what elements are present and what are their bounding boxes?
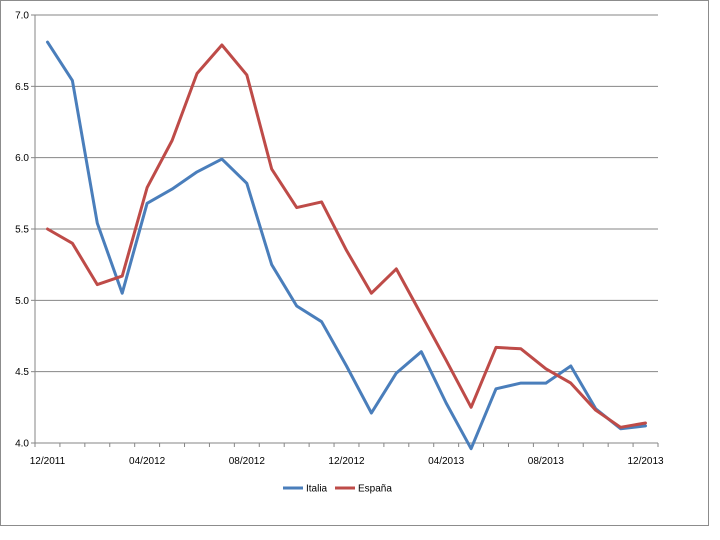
- series-line-italia: [46, 40, 647, 451]
- x-tick-label-04-2012: 04/2012: [129, 456, 166, 467]
- legend-label-espana: España: [358, 484, 392, 495]
- x-tick-label-04-2013: 04/2013: [428, 456, 465, 467]
- y-tick-label-5.0: 5.0: [15, 296, 29, 307]
- x-axis-ticks: 12/2011 04/2012 08/2012 12/2012 04/2013 08/20…: [30, 443, 664, 467]
- y-tick-label-4.5: 4.5: [15, 367, 29, 378]
- series-line-espana: [46, 43, 647, 429]
- y-tick-label-4.0: 4.0: [15, 439, 29, 450]
- legend: Italia España: [283, 484, 392, 495]
- x-tick-label-12-2012: 12/2012: [328, 456, 365, 467]
- y-tick-label-6.0: 6.0: [15, 153, 29, 164]
- series-lines: [46, 40, 647, 451]
- x-tick-label-12-2011: 12/2011: [30, 456, 66, 467]
- x-tick-label-08-2013: 08/2013: [528, 456, 565, 467]
- y-axis-ticks: 4.0 4.5 5.0 5.5 6.0 6.5 7.0: [15, 11, 35, 450]
- x-tick-label-12-2013: 12/2013: [627, 456, 664, 467]
- legend-label-italia: Italia: [306, 484, 328, 495]
- x-tick-label-08-2012: 08/2012: [229, 456, 266, 467]
- y-tick-label-7.0: 7.0: [15, 11, 29, 22]
- y-tick-label-5.5: 5.5: [15, 225, 29, 236]
- y-tick-label-6.5: 6.5: [15, 82, 29, 93]
- gridlines: [34, 14, 658, 444]
